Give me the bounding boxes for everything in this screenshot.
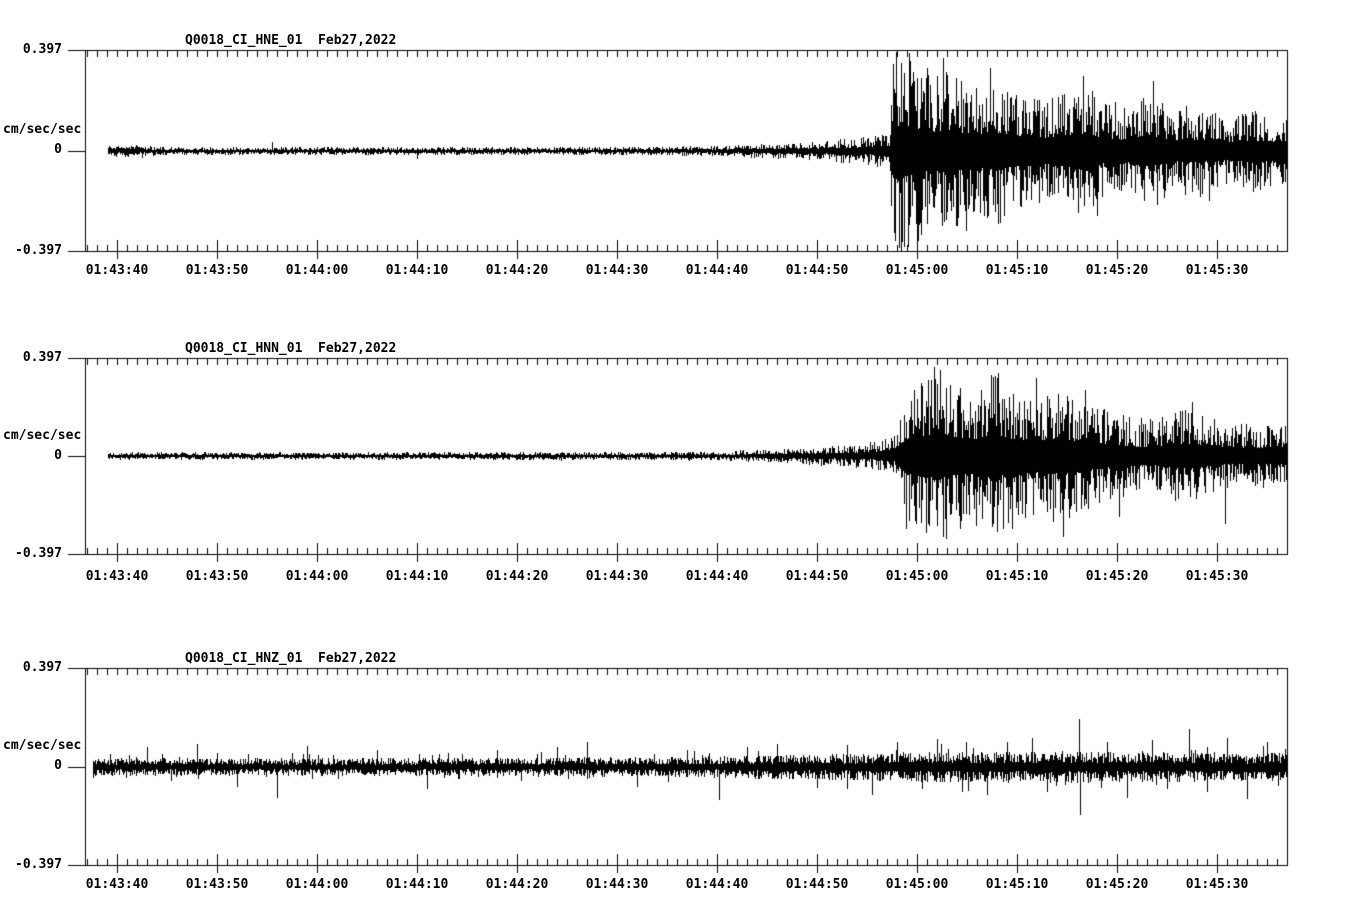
x-tick-label: 01:43:40	[85, 569, 149, 584]
y-units-label-hnz: cm/sec/sec	[3, 738, 82, 753]
x-tick-label: 01:44:50	[785, 263, 849, 278]
x-tick-label: 01:45:20	[1085, 877, 1149, 892]
y-max-label-hne: 0.397	[22, 42, 62, 57]
x-tick-label: 01:43:40	[85, 877, 149, 892]
x-tick-label: 01:43:50	[185, 569, 249, 584]
x-tick-label: 01:45:30	[1185, 263, 1249, 278]
x-tick-label: 01:44:20	[485, 877, 549, 892]
x-tick-label: 01:44:40	[685, 569, 749, 584]
x-tick-label: 01:43:50	[185, 877, 249, 892]
x-tick-label: 01:44:40	[685, 877, 749, 892]
x-tick-label: 01:44:10	[385, 569, 449, 584]
y-zero-label-hne: 0	[54, 142, 62, 157]
x-tick-label: 01:45:30	[1185, 877, 1249, 892]
x-tick-label: 01:44:10	[385, 263, 449, 278]
x-tick-label: 01:45:10	[985, 877, 1049, 892]
x-tick-label: 01:44:20	[485, 263, 549, 278]
x-tick-label: 01:44:00	[285, 263, 349, 278]
x-tick-label: 01:44:40	[685, 263, 749, 278]
x-tick-label: 01:45:20	[1085, 263, 1149, 278]
x-tick-label: 01:45:00	[885, 877, 949, 892]
y-min-label-hnn: -0.397	[15, 546, 62, 561]
y-zero-label-hnz: 0	[54, 758, 62, 773]
x-tick-label: 01:44:30	[585, 263, 649, 278]
y-min-label-hne: -0.397	[15, 243, 62, 258]
x-tick-label: 01:43:40	[85, 263, 149, 278]
y-max-label-hnz: 0.397	[22, 660, 62, 675]
x-tick-label: 01:45:30	[1185, 569, 1249, 584]
x-tick-label: 01:44:00	[285, 877, 349, 892]
x-tick-label: 01:45:20	[1085, 569, 1149, 584]
x-tick-label: 01:45:10	[985, 263, 1049, 278]
x-tick-label: 01:44:20	[485, 569, 549, 584]
x-tick-label: 01:45:00	[885, 569, 949, 584]
panel-title-hne: Q0018_CI_HNE_01 Feb27,2022	[185, 33, 397, 48]
x-tick-label: 01:43:50	[185, 263, 249, 278]
x-tick-label: 01:45:10	[985, 569, 1049, 584]
y-min-label-hnz: -0.397	[15, 857, 62, 872]
x-tick-label: 01:44:50	[785, 569, 849, 584]
y-zero-label-hnn: 0	[54, 448, 62, 463]
y-units-label-hne: cm/sec/sec	[3, 122, 82, 137]
x-tick-label: 01:44:00	[285, 569, 349, 584]
y-units-label-hnn: cm/sec/sec	[3, 428, 82, 443]
y-max-label-hnn: 0.397	[22, 350, 62, 365]
x-tick-label: 01:44:30	[585, 877, 649, 892]
x-tick-label: 01:44:30	[585, 569, 649, 584]
panel-title-hnz: Q0018_CI_HNZ_01 Feb27,2022	[185, 651, 397, 666]
panel-title-hnn: Q0018_CI_HNN_01 Feb27,2022	[185, 341, 397, 356]
x-tick-label: 01:44:50	[785, 877, 849, 892]
x-tick-label: 01:45:00	[885, 263, 949, 278]
x-tick-label: 01:44:10	[385, 877, 449, 892]
